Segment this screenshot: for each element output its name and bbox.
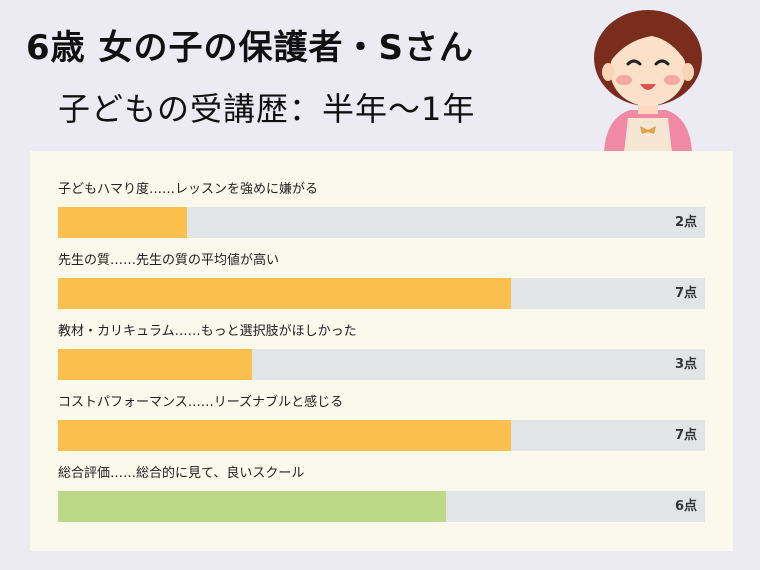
rating-bar-track: 7点 (58, 278, 705, 309)
rating-bar-fill (58, 207, 188, 238)
rating-label: コストパフォーマンス……リーズナブルと感じる (58, 395, 344, 410)
rating-row-teacher-quality: 先生の質……先生の質の平均値が高い 7点 (58, 252, 705, 309)
rating-label: 先生の質……先生の質の平均値が高い (58, 253, 280, 268)
rating-bar-fill (58, 420, 511, 451)
rating-row-kids-engagement: 子どもハマり度……レッスンを強めに嫌がる 2点 (58, 181, 705, 238)
rating-bar-track: 2点 (58, 207, 705, 238)
rating-score: 7点 (674, 428, 697, 443)
rating-score: 3点 (674, 357, 697, 372)
rating-bar-track: 6点 (58, 491, 705, 522)
rating-bar-fill (58, 278, 511, 309)
rating-row-curriculum: 教材・カリキュラム……もっと選択肢がほしかった 3点 (58, 323, 705, 380)
rating-label: 子どもハマり度……レッスンを強めに嫌がる (58, 182, 319, 197)
mother-illustration-icon (594, 10, 702, 152)
page-title: 6歳 女の子の保護者・Sさん (26, 28, 474, 68)
rating-score: 6点 (674, 499, 697, 514)
rating-bar-fill (58, 349, 253, 380)
rating-label: 教材・カリキュラム……もっと選択肢がほしかった (58, 324, 357, 339)
rating-bar-track: 3点 (58, 349, 705, 380)
rating-bar-fill (58, 491, 447, 522)
rating-score: 2点 (674, 215, 697, 230)
rating-score: 7点 (674, 286, 697, 301)
page-subtitle: 子どもの受講歴：半年〜1年 (58, 90, 476, 128)
rating-row-cost-performance: コストパフォーマンス……リーズナブルと感じる 7点 (58, 394, 705, 451)
rating-bar-track: 7点 (58, 420, 705, 451)
rating-row-overall: 総合評価……総合的に見て、良いスクール 6点 (58, 465, 705, 522)
rating-label: 総合評価……総合的に見て、良いスクール (58, 466, 305, 481)
ratings-card: 子どもハマり度……レッスンを強めに嫌がる 2点 先生の質……先生の質の平均値が高… (30, 151, 733, 551)
